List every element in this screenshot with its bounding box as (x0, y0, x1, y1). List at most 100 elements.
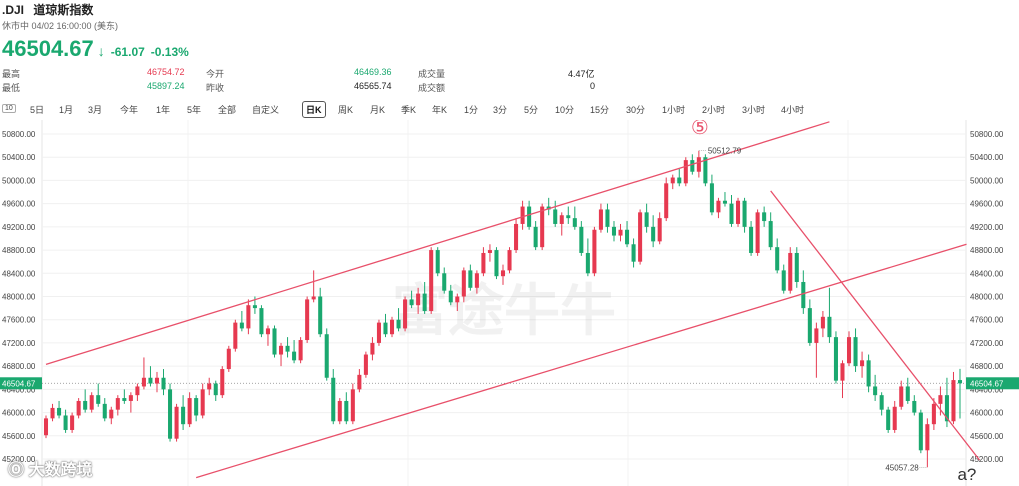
candle-body (611, 226, 617, 236)
candle-body (709, 183, 714, 213)
period-count-button[interactable]: 10 (2, 104, 16, 113)
tab-1[interactable]: 1月 (59, 105, 74, 115)
candle-body (350, 389, 355, 422)
candle-body (651, 226, 656, 242)
candle-body (43, 418, 49, 436)
stat-open-label: 今开 (206, 69, 225, 79)
candle-body (246, 305, 251, 329)
candle-body (239, 322, 244, 329)
candle-body (938, 395, 943, 404)
stat-low-label: 最低 (2, 83, 21, 93)
tab-5[interactable]: 5年 (187, 105, 202, 115)
candle-body (298, 340, 303, 361)
tab-21[interactable]: 3小时 (742, 105, 766, 115)
y-tick-left: 48800.00 (2, 246, 36, 255)
candle-body (957, 380, 963, 384)
tab-17[interactable]: 15分 (590, 105, 610, 115)
candle-body (233, 322, 238, 349)
tab-10[interactable]: 月K (370, 105, 386, 115)
candle-body (376, 322, 381, 343)
candle-body (879, 395, 884, 410)
candlestick-chart: 45200.00 45200.00 45600.00 45600.00 46000.00… (0, 120, 1019, 486)
current-price-tag-right (966, 377, 1019, 390)
candle-body (226, 348, 231, 370)
candle-body (638, 212, 643, 262)
candle-body (540, 206, 545, 248)
candle-body (128, 395, 133, 401)
tab-7[interactable]: 自定义 (252, 105, 280, 115)
stat-volume-label: 成交量 (418, 69, 446, 79)
candle-body (892, 406, 897, 430)
stat-prevclose-value: 46565.74 (354, 81, 392, 91)
stat-turnover-label: 成交额 (418, 83, 446, 93)
tab-11[interactable]: 季K (401, 105, 417, 115)
candle-body (181, 406, 186, 425)
tab-3[interactable]: 今年 (120, 105, 139, 115)
candle-body (252, 305, 257, 309)
candle-body (148, 377, 153, 384)
y-tick-left: 47600.00 (2, 316, 36, 325)
tab-13[interactable]: 1分 (464, 105, 479, 115)
tab-15[interactable]: 5分 (524, 105, 539, 115)
symbol: .DJI (2, 3, 25, 17)
y-tick-right: 50800.00 (970, 130, 1004, 139)
candle-body (357, 374, 362, 390)
candle-body (716, 200, 721, 213)
candle-body (814, 328, 819, 343)
tab-4[interactable]: 1年 (156, 105, 171, 115)
candle-body (833, 337, 838, 381)
candle-body (514, 223, 519, 251)
candle-body (161, 377, 166, 390)
price-row: 46504.67 ↓ -61.07 -0.13% (2, 36, 189, 62)
high-marker-label: 50512.79 (708, 147, 742, 156)
candle-body (631, 244, 636, 262)
candle-body (683, 160, 688, 184)
low-marker-label: 45057.28 (885, 463, 919, 472)
candle-body (598, 209, 603, 230)
candle-body (194, 398, 199, 416)
candle-body (736, 200, 741, 224)
y-tick-right: 45200.00 (970, 455, 1004, 464)
tab-19[interactable]: 1小时 (662, 105, 686, 115)
y-tick-left: 50400.00 (2, 153, 36, 162)
candle-body (533, 226, 538, 248)
y-tick-right: 47200.00 (970, 339, 1004, 348)
candle-body (403, 299, 408, 329)
y-tick-right: 50000.00 (970, 176, 1004, 185)
candle-body (213, 383, 218, 396)
tab-6[interactable]: 全部 (218, 105, 237, 115)
tab-16[interactable]: 10分 (555, 105, 575, 115)
candle-body (265, 328, 270, 335)
tab-20[interactable]: 2小时 (702, 105, 726, 115)
candle-body (853, 337, 858, 367)
candle-body (63, 415, 68, 430)
y-tick-left: 48000.00 (2, 293, 36, 302)
tab-2[interactable]: 3月 (88, 105, 103, 115)
candle-body (507, 250, 512, 271)
candle-body (794, 252, 799, 282)
candle-body (749, 226, 754, 253)
candle-body (200, 389, 205, 416)
tab-18[interactable]: 30分 (626, 105, 646, 115)
candle-body (500, 270, 506, 277)
tab-12[interactable]: 年K (432, 105, 448, 115)
tab-14[interactable]: 3分 (493, 105, 508, 115)
tab-9[interactable]: 周K (338, 105, 354, 115)
candle-body (807, 308, 812, 343)
candle-body (409, 299, 414, 306)
tab-8[interactable]: 日K (302, 101, 326, 118)
candle-body (722, 200, 727, 204)
candle-body (625, 229, 630, 245)
y-tick-right: 50400.00 (970, 153, 1004, 162)
candle-body (102, 403, 107, 419)
current-price-tag-left-text: 46504.67 (2, 379, 36, 388)
candle-body (448, 290, 453, 303)
candle-body (331, 377, 336, 422)
candle-body (292, 351, 297, 361)
candle-body (279, 345, 284, 355)
y-tick-right: 45600.00 (970, 432, 1004, 441)
tab-0[interactable]: 5日 (30, 105, 45, 115)
candle-body (305, 299, 310, 341)
candle-body (873, 386, 878, 396)
tab-22[interactable]: 4小时 (781, 105, 805, 115)
